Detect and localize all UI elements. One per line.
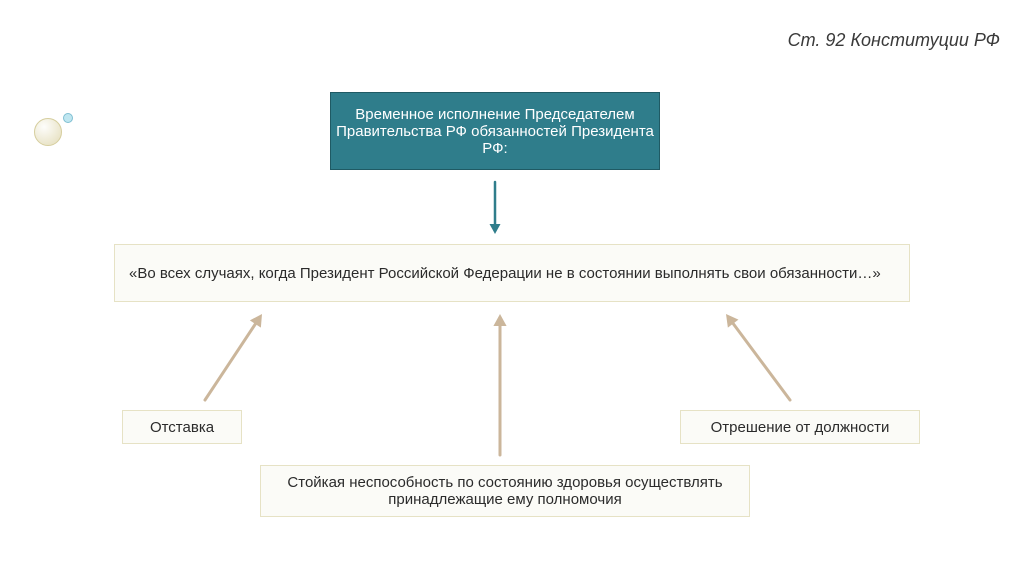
right-label: Отрешение от должности	[680, 410, 920, 444]
right-label-text: Отрешение от должности	[711, 419, 890, 436]
top-box-text: Временное исполнение Председателем Прави…	[331, 106, 659, 157]
left-label-text: Отставка	[150, 419, 214, 436]
quote-box-text: «Во всех случаях, когда Президент Россий…	[129, 265, 881, 282]
decorative-orb-inner	[63, 113, 73, 123]
center-label-text: Стойкая неспособность по состоянию здоро…	[261, 474, 749, 508]
slide-title: Ст. 92 Конституции РФ	[700, 30, 1000, 51]
top-box: Временное исполнение Председателем Прави…	[330, 92, 660, 170]
left-label: Отставка	[122, 410, 242, 444]
decorative-orb-outer	[34, 118, 62, 146]
quote-box: «Во всех случаях, когда Президент Россий…	[114, 244, 910, 302]
center-label: Стойкая неспособность по состоянию здоро…	[260, 465, 750, 517]
diagram-canvas: Ст. 92 Конституции РФ Временное исполнен…	[0, 0, 1024, 576]
